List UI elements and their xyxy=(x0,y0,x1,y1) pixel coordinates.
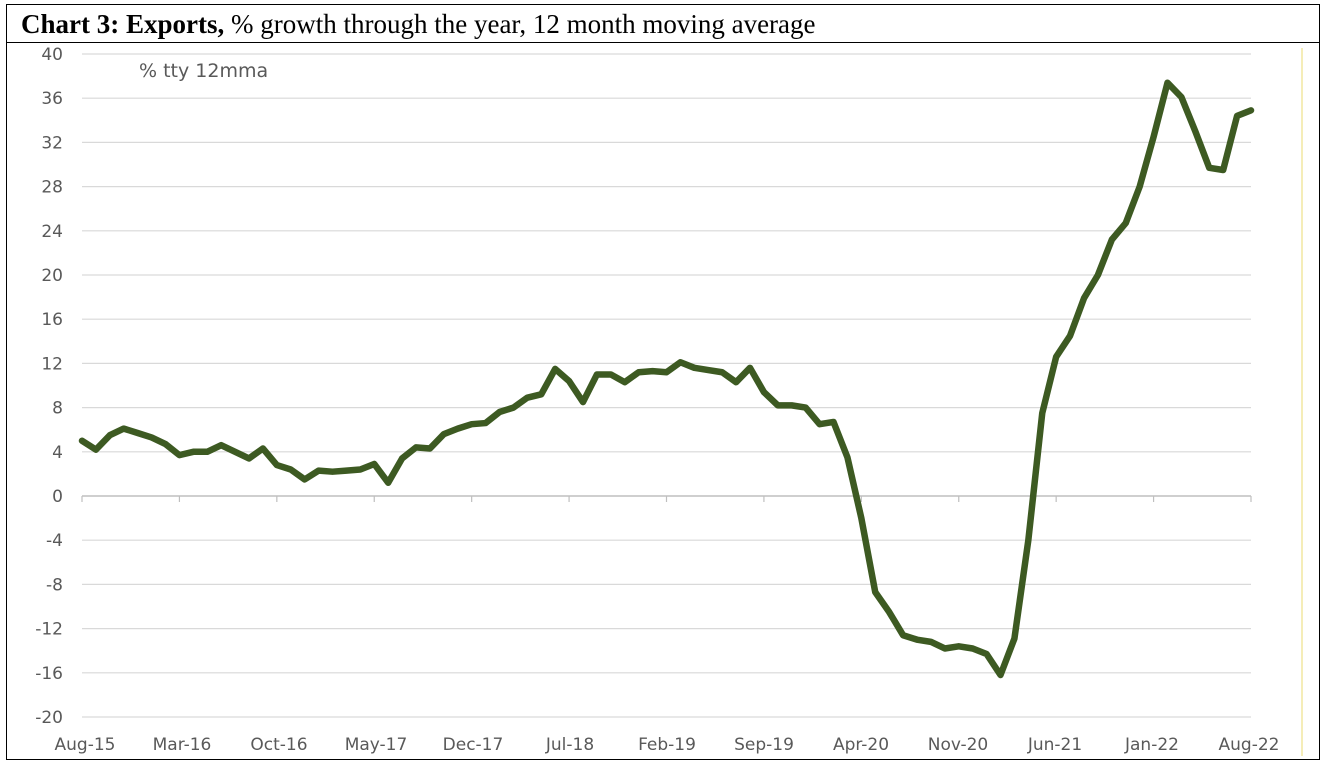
chart-title-bold: Chart 3: Exports, xyxy=(21,9,225,39)
gridlines xyxy=(82,53,1251,718)
x-tick-label: Sep-19 xyxy=(734,735,794,755)
y-tick-label: -20 xyxy=(35,708,63,728)
y-tick-label: 32 xyxy=(41,133,63,153)
x-tick-label: Jan-22 xyxy=(1124,735,1179,755)
x-tick-label: Jul-18 xyxy=(545,735,594,755)
x-tick-label: Mar-16 xyxy=(153,735,212,755)
y-tick-label: 36 xyxy=(41,89,63,109)
y-tick-label: 0 xyxy=(52,487,63,507)
x-tick-label: Feb-19 xyxy=(638,735,696,755)
y-tick-label: -12 xyxy=(35,620,63,640)
x-axis xyxy=(81,495,1252,502)
x-tick-label: Nov-20 xyxy=(928,735,989,755)
x-tick-label: Oct-16 xyxy=(250,735,307,755)
chart-annotation: % tty 12mma xyxy=(139,60,268,82)
chart-frame: Chart 3: Exports, % growth through the y… xyxy=(6,4,1320,760)
y-tick-label: -16 xyxy=(35,664,63,684)
series-layer xyxy=(78,79,1255,679)
y-tick-label: 28 xyxy=(41,178,63,198)
x-tick-label: Apr-20 xyxy=(833,735,889,755)
chart-title: Chart 3: Exports, % growth through the y… xyxy=(7,5,1319,43)
y-tick-label: -8 xyxy=(46,575,63,595)
x-tick-label: Jun-21 xyxy=(1027,735,1082,755)
x-tick-label: Dec-17 xyxy=(443,735,504,755)
y-tick-label: 12 xyxy=(41,354,63,374)
y-tick-label: 20 xyxy=(41,266,63,286)
x-axis-labels: Aug-15 Mar-16 Oct-16 May-17 Dec-17 Jul-18 Feb-… xyxy=(55,735,1280,755)
y-tick-label: -4 xyxy=(46,531,63,551)
y-tick-label: 16 xyxy=(41,310,63,330)
y-tick-label: 24 xyxy=(41,222,63,242)
x-tick-label: Aug-15 xyxy=(55,735,116,755)
exports-series-line xyxy=(78,79,1255,679)
y-tick-label: 4 xyxy=(52,443,63,463)
x-tick-label: Aug-22 xyxy=(1219,735,1280,755)
y-tick-label: 8 xyxy=(52,399,63,419)
chart-title-rest: % growth through the year, 12 month movi… xyxy=(224,9,816,39)
y-tick-label: 40 xyxy=(41,45,63,65)
x-tick-label: May-17 xyxy=(345,735,408,755)
